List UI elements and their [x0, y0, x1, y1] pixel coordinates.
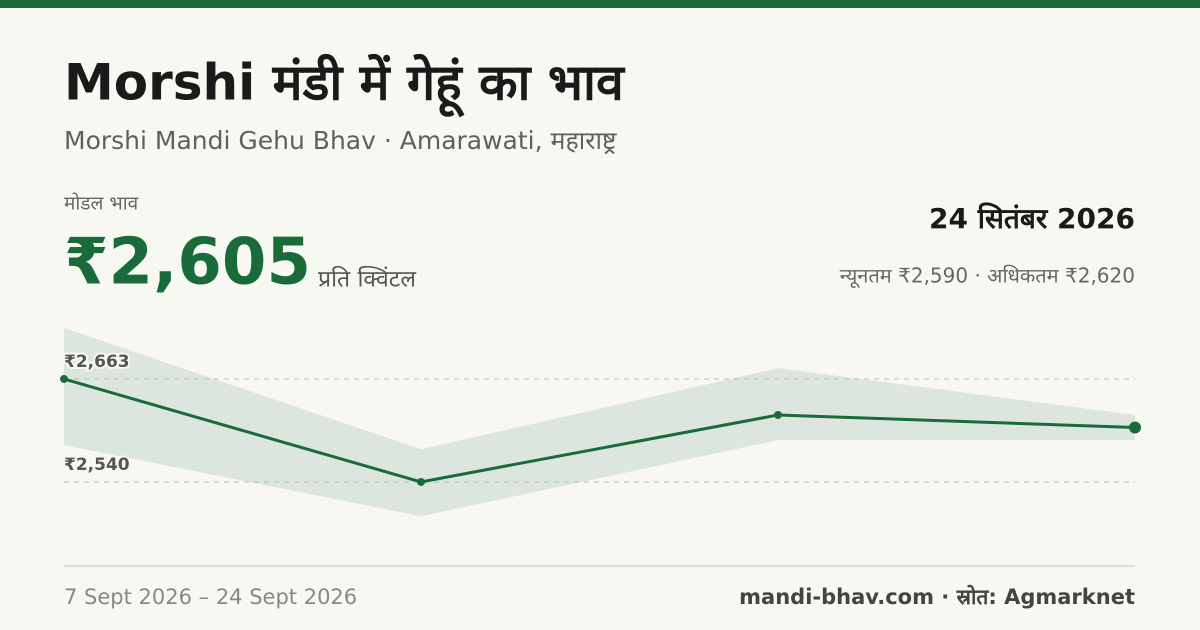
y-tick-label: ₹2,540 [64, 455, 130, 475]
date: 24 सितंबर 2026 [929, 202, 1135, 235]
title: Morshi मंडी में गेहूं का भाव [64, 54, 626, 118]
modal-price: ₹2,605 [64, 226, 311, 300]
range-band [64, 327, 1135, 517]
subtitle: Morshi Mandi Gehu Bhav · Amarawati, महार… [64, 126, 617, 155]
min-max: न्यूनतम ₹2,590 · अधिकतम ₹2,620 [840, 264, 1135, 289]
unit: प्रति क्विंटल [318, 266, 416, 293]
point [60, 374, 68, 383]
point [417, 477, 425, 486]
y-tick-label: ₹2,663 [64, 352, 130, 372]
top-bar [0, 0, 1200, 8]
price-line [63, 377, 1136, 484]
modal-label: मोडल भाव [64, 192, 139, 215]
point [1129, 421, 1141, 434]
period: 7 Sept 2026 – 24 Sept 2026 [64, 585, 357, 609]
point [774, 410, 782, 419]
source: mandi-bhav.com · स्रोत: Agmarknet [739, 584, 1135, 609]
plot: ₹2,663 ₹2,540 [60, 327, 1141, 517]
